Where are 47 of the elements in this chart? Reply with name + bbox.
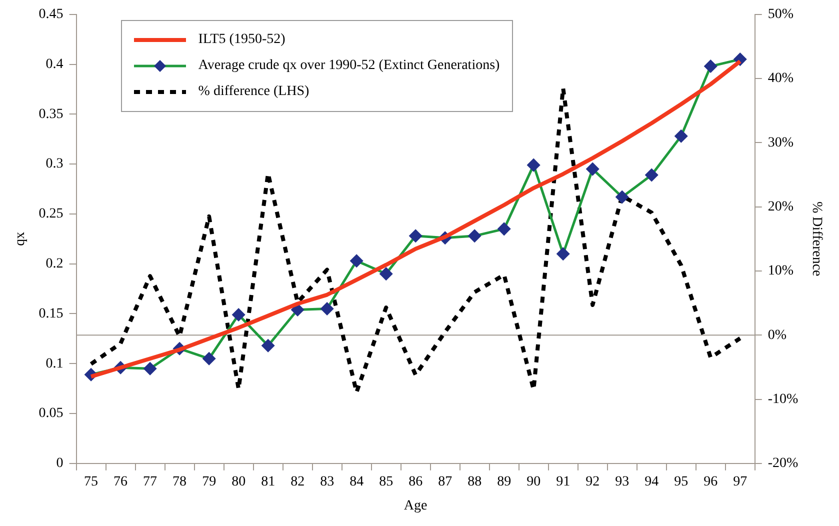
x-tick-label: 91: [556, 474, 570, 490]
x-tick-label: 83: [320, 474, 334, 490]
x-tick-label: 90: [526, 474, 541, 490]
x-tick-label: 86: [408, 474, 423, 490]
x-tick-label: 87: [438, 474, 452, 490]
x-tick-label: 81: [261, 474, 276, 490]
legend-label: % difference (LHS): [198, 84, 310, 100]
x-tick-label: 82: [290, 474, 305, 490]
legend-label: Average crude qx over 1990-52 (Extinct Generations): [198, 58, 500, 74]
x-tick-label: 95: [674, 474, 688, 490]
y-tick-label: 0.15: [38, 306, 64, 322]
x-tick-label: 88: [468, 474, 482, 490]
y2-tick-label: -10%: [768, 392, 799, 407]
x-tick-label: 76: [114, 474, 128, 490]
x-tick-label: 94: [644, 474, 659, 490]
y-tick-label: 0.2: [46, 256, 64, 272]
y-tick-label: 0.3: [46, 156, 64, 172]
y2-axis-title: % Difference: [808, 202, 824, 276]
x-tick-label: 84: [350, 474, 364, 490]
x-tick-label: 80: [232, 474, 246, 490]
y2-tick-label: 30%: [768, 135, 794, 150]
y2-tick-label: 20%: [768, 200, 794, 214]
y-tick-label: 0.1: [46, 356, 64, 372]
legend-label: ILT5 (1950-52): [198, 32, 286, 48]
x-tick-label: 85: [379, 474, 394, 490]
y-tick-label: 0.45: [38, 7, 64, 22]
y2-tick-label: -20%: [768, 456, 799, 472]
x-tick-label: 77: [143, 474, 158, 490]
x-tick-label: 92: [586, 474, 600, 490]
x-tick-label: 89: [497, 474, 512, 490]
x-tick-label: 97: [733, 474, 748, 490]
x-tick-label: 79: [202, 474, 216, 490]
y2-tick-label: 50%: [768, 7, 794, 22]
y-tick-label: 0.35: [38, 106, 64, 122]
x-tick-label: 75: [84, 474, 98, 490]
x-axis-title: Age: [404, 498, 428, 514]
y2-tick-label: 0%: [768, 328, 787, 343]
y-axis-title: qx: [13, 232, 28, 246]
x-tick-label: 96: [704, 474, 718, 490]
y2-tick-label: 40%: [768, 71, 794, 86]
x-tick-label: 78: [172, 474, 187, 490]
y-tick-label: 0.05: [38, 406, 64, 422]
y-tick-label: 0.4: [46, 56, 64, 72]
x-tick-label: 93: [615, 474, 630, 490]
y2-tick-label: 10%: [768, 264, 794, 279]
y-tick-label: 0: [56, 456, 64, 472]
y-tick-label: 0.25: [38, 206, 64, 222]
